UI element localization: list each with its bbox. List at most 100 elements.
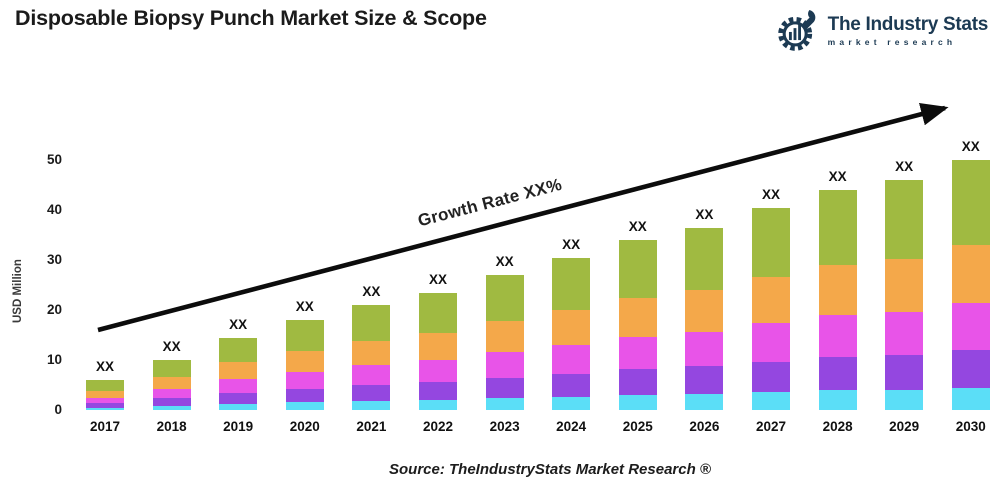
x-tick-label: 2029 — [889, 419, 920, 434]
bar-segment-purple-segment — [951, 350, 990, 388]
bar-segment-purple-segment — [618, 369, 657, 395]
x-tick-label: 2024 — [556, 419, 587, 434]
stacked-bar-2025 — [618, 239, 657, 410]
bar-segment-purple-segment — [752, 361, 790, 392]
x-tick-label: 2028 — [822, 419, 853, 434]
stacked-bar-2022 — [419, 292, 457, 410]
bar-segment-cyan-segment — [352, 400, 391, 410]
y-tick-label: 20 — [46, 302, 62, 317]
industry-stats-logo: The Industry Stats market research — [777, 8, 988, 54]
bar-segment-purple-segment — [352, 384, 391, 401]
bar-segment-magenta-segment — [818, 315, 857, 357]
bar-segment-magenta-segment — [86, 397, 124, 403]
bar-value-label: XX — [628, 218, 647, 234]
bar-segment-orange-segment — [86, 390, 124, 398]
bar-segment-magenta-segment — [219, 378, 258, 393]
bar-value-label: XX — [362, 284, 381, 299]
stacked-bar-2020 — [285, 320, 324, 410]
x-tick-label: 2018 — [156, 419, 187, 434]
x-tick-label: 2026 — [689, 419, 720, 434]
bar-segment-orange-segment — [419, 332, 457, 360]
bar-segment-purple-segment — [285, 388, 324, 402]
y-tick-label: 10 — [46, 352, 62, 367]
bar-value-label: XX — [761, 186, 780, 202]
bar-segment-green-segment — [685, 227, 724, 290]
stacked-bar-2028 — [818, 189, 857, 410]
bar-segment-green-segment — [419, 292, 457, 333]
bar-segment-purple-segment — [685, 366, 724, 394]
bar-value-label: XX — [828, 168, 847, 184]
bar-segment-purple-segment — [885, 355, 924, 390]
bar-segment-cyan-segment — [818, 390, 857, 410]
bar-segment-purple-segment — [552, 373, 591, 397]
bar-segment-purple-segment — [419, 382, 457, 400]
y-tick-label: 0 — [54, 402, 62, 417]
stacked-bar-2030 — [951, 160, 990, 410]
bar-segment-magenta-segment — [152, 388, 191, 398]
bar-segment-purple-segment — [818, 357, 857, 390]
x-tick-label: 2023 — [489, 419, 520, 434]
bar-segment-orange-segment — [352, 340, 391, 365]
bar-segment-magenta-segment — [285, 371, 324, 389]
x-tick-label: 2022 — [422, 419, 454, 434]
gear-wrench-barchart-icon — [777, 8, 821, 54]
bar-segment-orange-segment — [818, 264, 857, 315]
bar-value-label: XX — [895, 159, 914, 174]
x-tick-label: 2019 — [223, 419, 254, 434]
bar-segment-green-segment — [86, 380, 124, 391]
bar-segment-orange-segment — [885, 258, 924, 312]
bar-segment-green-segment — [552, 257, 591, 310]
bar-segment-magenta-segment — [352, 364, 391, 385]
stacked-bar-2024 — [552, 257, 591, 410]
bar-segment-orange-segment — [618, 297, 657, 337]
stacked-bar-2017 — [86, 380, 124, 410]
bar-segment-purple-segment — [152, 398, 191, 406]
bar-segment-purple-segment — [86, 403, 124, 408]
bar-segment-green-segment — [618, 239, 657, 298]
source-note: Source: TheIndustryStats Market Research… — [389, 461, 711, 478]
bar-segment-cyan-segment — [951, 387, 990, 410]
x-tick-label: 2017 — [89, 419, 121, 434]
logo-text: The Industry Stats market research — [827, 14, 989, 48]
bar-segment-green-segment — [352, 305, 391, 341]
x-tick-label: 2030 — [955, 419, 986, 434]
bar-value-label: XX — [162, 339, 181, 354]
bar-segment-cyan-segment — [219, 403, 258, 410]
bar-segment-cyan-segment — [552, 396, 591, 410]
bar-segment-green-segment — [818, 189, 857, 265]
bar-value-label: XX — [95, 359, 114, 374]
bar-segment-cyan-segment — [885, 389, 924, 410]
y-tick-label: 50 — [46, 152, 62, 167]
logo-name: The Industry Stats — [827, 14, 989, 36]
bar-value-label: XX — [495, 254, 514, 269]
stacked-bar-2029 — [885, 180, 924, 410]
bar-segment-magenta-segment — [618, 336, 657, 369]
bar-value-label: XX — [295, 299, 314, 314]
bar-segment-magenta-segment — [419, 359, 457, 382]
x-tick-label: 2020 — [289, 419, 320, 434]
bar-segment-green-segment — [752, 207, 790, 277]
bar-segment-orange-segment — [552, 309, 591, 345]
bar-segment-cyan-segment — [485, 398, 524, 410]
bar-segment-purple-segment — [219, 392, 258, 404]
logo-subtitle: market research — [827, 37, 957, 48]
bar-segment-orange-segment — [485, 321, 524, 352]
bar-segment-green-segment — [885, 180, 924, 259]
bar-segment-magenta-segment — [552, 344, 591, 374]
bar-segment-green-segment — [485, 275, 524, 321]
bar-segment-cyan-segment — [86, 407, 124, 410]
bar-segment-cyan-segment — [285, 402, 324, 410]
bar-segment-cyan-segment — [685, 393, 724, 410]
bar-segment-magenta-segment — [685, 331, 724, 366]
x-tick-label: 2021 — [356, 419, 387, 434]
bar-segment-cyan-segment — [152, 405, 191, 410]
bar-value-label: XX — [961, 139, 980, 154]
bar-segment-magenta-segment — [752, 323, 790, 362]
bar-value-label: XX — [562, 236, 581, 252]
bar-value-label: XX — [229, 316, 248, 332]
bar-segment-purple-segment — [485, 377, 524, 398]
y-tick-label: 30 — [46, 252, 62, 267]
